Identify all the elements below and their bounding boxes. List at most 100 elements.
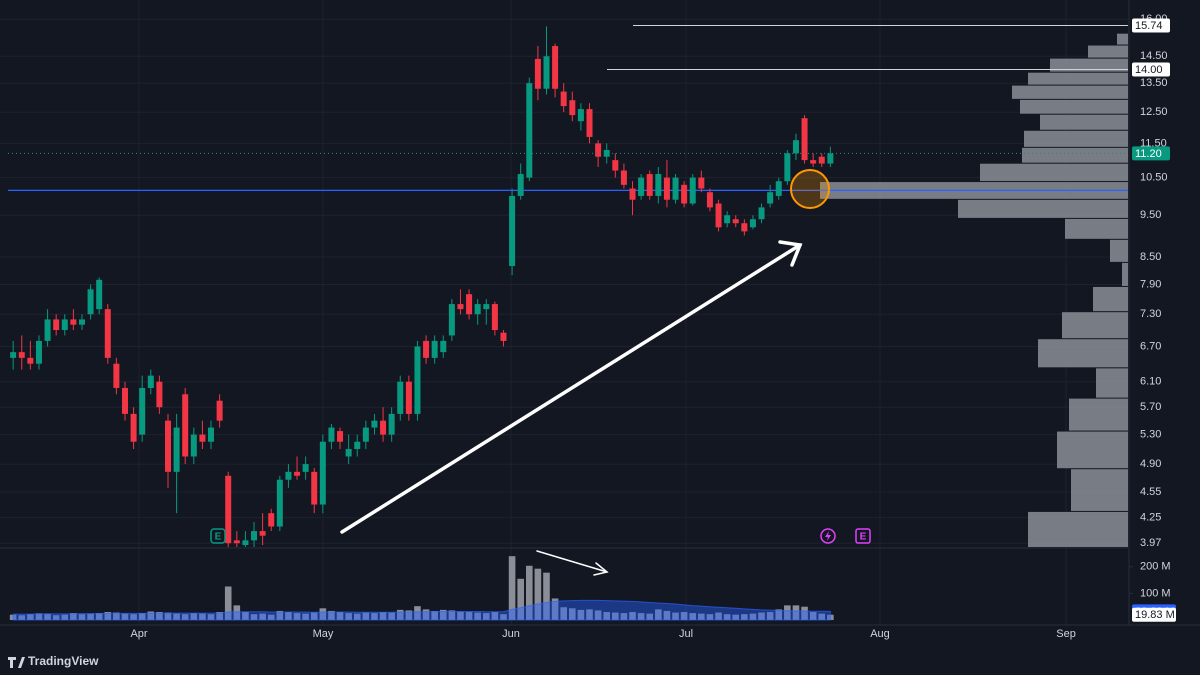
earnings-label: E (860, 532, 867, 543)
event-marker[interactable] (820, 528, 836, 544)
volume-bar (698, 613, 705, 620)
candle-body (509, 195, 516, 266)
candle-body (715, 203, 722, 228)
profile-bar (1110, 239, 1128, 262)
volume-bar (706, 614, 714, 620)
x-tick-label: Jul (679, 628, 693, 640)
candle-body (517, 174, 524, 196)
candle-body (268, 513, 275, 527)
y-tick-label: 5.30 (1140, 428, 1161, 440)
volume-bar (190, 613, 198, 620)
earnings-marker[interactable]: E (855, 528, 871, 544)
volume-bar (560, 607, 567, 620)
candle-body (586, 109, 593, 137)
candle-body (139, 387, 146, 435)
profile-bar (1024, 130, 1128, 147)
volume-bar (569, 608, 576, 620)
price-label-box (1132, 146, 1170, 161)
volume-bar (715, 612, 722, 620)
y-tick-label: 3.97 (1140, 537, 1161, 549)
volume-bar (104, 612, 112, 620)
candle-body (663, 177, 670, 200)
volume-bar (164, 612, 172, 620)
volume-bar (603, 612, 611, 620)
volume-bar (224, 586, 232, 620)
volume-tick-label: 200 M (1140, 561, 1171, 573)
y-tick-label: 9.50 (1140, 209, 1161, 221)
x-tick-label: Sep (1056, 628, 1076, 640)
volume-bar (130, 614, 137, 620)
volume-bar (612, 612, 619, 620)
profile-bar (1065, 218, 1128, 239)
candle-body (10, 352, 17, 358)
candle-body (638, 177, 645, 196)
candle-body (208, 427, 215, 442)
candle-body (199, 434, 206, 442)
candle-body (603, 150, 610, 157)
candle-body (801, 118, 808, 161)
profile-bar (1093, 286, 1128, 312)
profile-bar (1088, 45, 1128, 58)
volume-bar (396, 609, 404, 620)
volume-bar (766, 612, 774, 620)
y-tick-label: 14.50 (1140, 50, 1168, 62)
candle-body (285, 471, 292, 480)
candle-body (724, 215, 731, 224)
volume-bar (78, 614, 86, 620)
volume-label: 19.83 M (1135, 609, 1175, 621)
x-tick-label: Jun (502, 628, 520, 640)
volume-bar (61, 614, 69, 620)
volume-bar (448, 610, 456, 620)
profile-bar (1057, 431, 1128, 469)
candle-body (732, 219, 739, 224)
volume-bar (741, 614, 748, 620)
profile-bar (980, 163, 1128, 182)
candle-body (534, 58, 541, 89)
profile-bar (958, 199, 1128, 218)
candle-body (491, 304, 498, 331)
volume-bar (534, 568, 542, 620)
volume-bar (637, 613, 645, 620)
candle-body (380, 420, 387, 435)
volume-bar (672, 612, 679, 620)
volume-bar (646, 613, 654, 620)
volume-label-box (1132, 607, 1176, 622)
candle-body (328, 427, 335, 442)
profile-bar (1096, 368, 1128, 398)
volume-bar (809, 612, 817, 620)
candle-body (78, 319, 85, 325)
y-tick-label: 13.50 (1140, 77, 1168, 89)
candle-body (440, 340, 447, 353)
volume-bar (147, 611, 155, 620)
trend-arrow (340, 240, 803, 534)
earnings-marker[interactable]: E (210, 528, 226, 544)
volume-bar (285, 612, 292, 620)
volume-bar (517, 578, 524, 620)
volume-bar (689, 613, 697, 620)
candle-body (173, 427, 180, 472)
profile-bar (1117, 33, 1128, 45)
candle-body (53, 319, 60, 331)
volume-bar (44, 613, 51, 620)
candle-body (552, 46, 559, 89)
candle-body (767, 192, 774, 204)
volume-bar (156, 612, 163, 620)
volume-bar (680, 612, 688, 620)
x-tick-label: Aug (870, 628, 890, 640)
volume-bar (328, 610, 335, 620)
candle-body (311, 471, 318, 505)
volume-bar (121, 613, 129, 620)
candle-body (483, 304, 490, 310)
candle-body (147, 375, 154, 388)
volume-bar (629, 612, 636, 620)
candle-body (689, 177, 696, 204)
y-tick-label: 5.70 (1140, 401, 1161, 413)
volume-bar (422, 609, 430, 620)
volume-bar (388, 612, 395, 620)
y-tick-label: 4.90 (1140, 458, 1161, 470)
candle-body (569, 100, 576, 116)
candle-body (423, 340, 430, 358)
volume-bar (181, 614, 189, 620)
volume-bar (113, 612, 120, 620)
